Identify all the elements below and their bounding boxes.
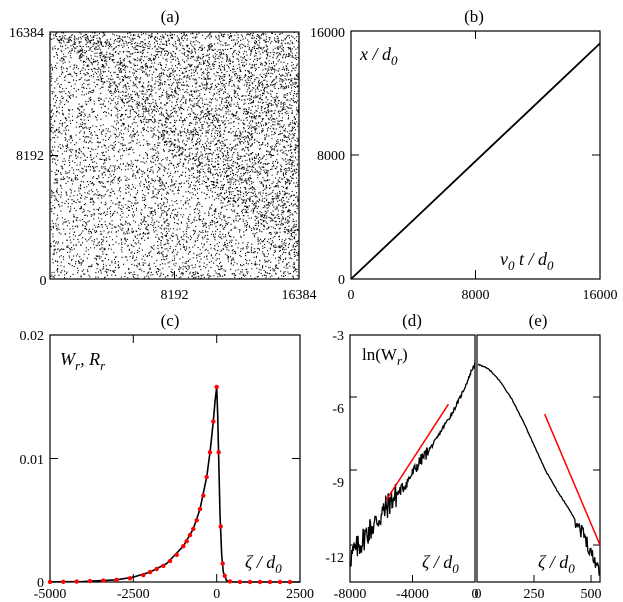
panel-c-r-point: [194, 518, 199, 523]
panel-c-r-point: [220, 561, 225, 566]
panel-b-label: (b): [464, 7, 484, 26]
panel-c-xtick-1: -2500: [117, 587, 150, 602]
panel-b-series-line: [350, 42, 601, 280]
panel-e-label: (e): [529, 311, 548, 330]
panel-b-ytick-1: 8000: [317, 149, 345, 164]
panel-c-r-point: [154, 566, 159, 572]
panel-c-r-point: [114, 577, 119, 582]
panel-d-label: (d): [402, 311, 422, 330]
panel-c-ylabel: Wr, Rr: [60, 349, 106, 373]
panel-e-series-line: [477, 363, 601, 576]
panel-e-xlabel: ζ / d0: [538, 552, 575, 576]
panel-a-ytick-2: 16384: [9, 26, 44, 41]
panel-d-ytick-1: -6: [332, 402, 344, 417]
panel-c-r-point: [74, 579, 79, 584]
panel-c-r-point: [287, 579, 293, 585]
panel-b-ylabel: x / d0: [359, 44, 398, 68]
panel-c-r-point: [147, 569, 153, 575]
panel-d-ytick-0: -3: [332, 329, 344, 344]
panel-e-frame: [476, 334, 601, 583]
panel-c-r-point: [181, 544, 186, 549]
panel-c-r-point: [47, 579, 53, 585]
panel-c-r-point: [197, 506, 203, 512]
panel-a-xtick-2: 16384: [282, 288, 317, 303]
panel-c-r-point: [214, 384, 219, 390]
panel-b-ytick-0: 0: [338, 273, 345, 288]
panel-c-xtick-0: -5000: [34, 587, 67, 602]
panel-c-ytick-2: 0.02: [20, 329, 45, 344]
panel-c-label: (c): [161, 311, 180, 330]
panel-c-r-point: [237, 579, 243, 585]
panel-b-xtick-2: 16000: [583, 288, 618, 303]
panel-c-r-point: [227, 579, 233, 584]
panel-c-r-point: [204, 474, 209, 480]
panel-c-r-point: [267, 579, 273, 585]
panel-c-r-point: [141, 572, 146, 578]
panel-c-r-point: [216, 450, 221, 455]
panel-d-ytick-3: -12: [325, 551, 344, 566]
panel-c-r-point: [184, 539, 189, 544]
panel-c-r-point: [218, 524, 223, 529]
panel-c-r-point: [191, 526, 196, 532]
panel-c-r-point: [101, 578, 106, 583]
panel-a-xtick-1: 8192: [161, 288, 189, 303]
panel-d-ytick-2: -9: [332, 476, 344, 491]
panel-d-xtick-2: 0: [472, 587, 479, 602]
panel-b-ytick-2: 16000: [310, 26, 345, 41]
panel-d-xtick-0: -8000: [334, 587, 367, 602]
panel-c-r-point: [257, 579, 263, 585]
panel-c-ytick-1: 0.01: [20, 453, 45, 468]
panel-c-r-point: [167, 558, 173, 564]
panel-c-r-point: [87, 578, 93, 584]
panel-a-plot: [49, 31, 300, 280]
panel-c-r-point: [174, 552, 179, 557]
panel-e-xtick-2: 500: [581, 587, 602, 602]
panel-c-r-point: [61, 579, 66, 584]
panel-e-slope-line: [543, 413, 601, 546]
panel-c-series-r: [47, 384, 293, 585]
panel-c-r-point: [187, 532, 193, 538]
panel-c-r-point: [161, 563, 166, 569]
panel-c-r-point: [247, 579, 253, 585]
panel-c-ticks: [50, 335, 300, 582]
panel-c-r-point: [222, 573, 227, 578]
panel-b-xlabel: v0 t / d0: [500, 249, 554, 273]
panel-e-xtick-0: 0: [475, 587, 482, 602]
panel-c-r-point: [127, 576, 133, 581]
panel-d-ylabel: ln(Wr): [362, 345, 408, 368]
panel-c-xtick-3: 2500: [286, 587, 314, 602]
panel-d-xtick-1: -4000: [396, 587, 429, 602]
panel-c-xtick-2: 0: [213, 587, 220, 602]
panel-a-xtick-0: 0: [40, 274, 47, 289]
panel-d-xlabel: ζ / d0: [422, 552, 459, 576]
panel-d-slope-line: [385, 403, 450, 501]
panel-c-r-point: [277, 579, 283, 585]
panel-a-points: [50, 32, 299, 279]
panel-b-xtick-0: 0: [348, 288, 355, 303]
panel-e-xtick-1: 250: [524, 587, 545, 602]
panel-c-r-point: [211, 419, 216, 424]
panel-a-ytick-1: 8192: [16, 149, 44, 164]
panel-c-r-point: [201, 493, 206, 498]
panel-a-label: (a): [161, 7, 180, 26]
panel-d-series-line: [349, 361, 476, 568]
panel-b-frame: [350, 30, 601, 280]
panel-c-ytick-0: 0: [37, 576, 44, 591]
panel-e-ticks: [533, 396, 600, 582]
panel-c-r-point: [207, 450, 213, 455]
panel-c-frame: [49, 334, 301, 583]
panel-b-xtick-1: 8000: [462, 288, 490, 303]
panel-c-xlabel: ζ / d0: [245, 552, 282, 576]
panel-a-point-cloud: [50, 32, 299, 279]
